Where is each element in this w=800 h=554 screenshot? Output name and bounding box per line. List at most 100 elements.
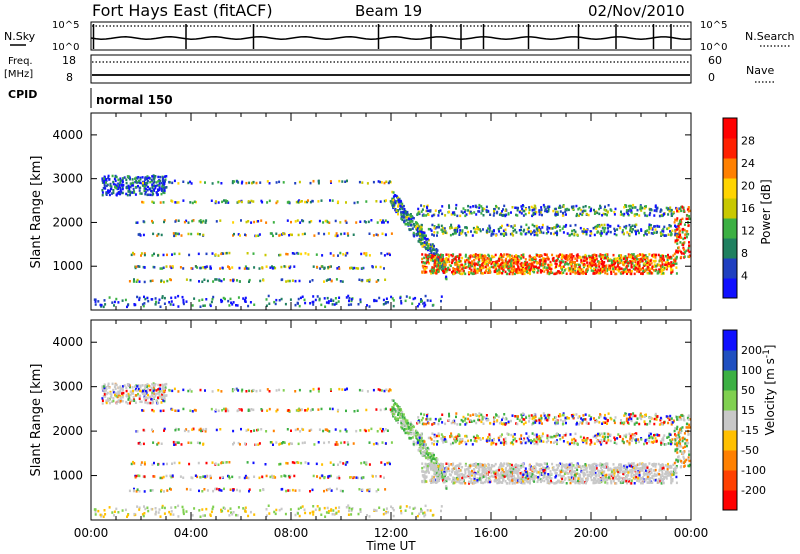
- data-point: [363, 428, 366, 432]
- data-point: [239, 443, 241, 446]
- data-point: [657, 270, 660, 273]
- data-point: [661, 268, 663, 272]
- data-point: [381, 232, 384, 235]
- data-point: [260, 408, 263, 411]
- data-point: [152, 232, 155, 236]
- data-point: [137, 442, 140, 445]
- data-point: [546, 266, 549, 269]
- data-point: [161, 476, 164, 480]
- data-point: [330, 298, 333, 301]
- data-point: [643, 234, 645, 237]
- data-point: [266, 388, 269, 391]
- data-point: [129, 182, 132, 185]
- data-point: [687, 233, 690, 236]
- data-point: [673, 252, 676, 256]
- data-point: [514, 258, 517, 262]
- data-point: [431, 243, 434, 246]
- data-point: [635, 263, 637, 266]
- data-point: [289, 474, 292, 478]
- data-point: [456, 270, 459, 274]
- data-point: [528, 206, 531, 209]
- data-point: [271, 267, 274, 270]
- data-point: [104, 303, 107, 306]
- data-point: [526, 265, 529, 268]
- data-point: [504, 231, 507, 235]
- data-point: [141, 409, 144, 412]
- data-point: [130, 392, 133, 395]
- data-point: [470, 268, 473, 272]
- data-point: [638, 261, 641, 265]
- data-point: [653, 214, 656, 217]
- data-point: [679, 207, 682, 211]
- data-point: [456, 230, 459, 233]
- data-point: [567, 269, 570, 272]
- data-point: [533, 204, 536, 207]
- data-point: [493, 269, 496, 273]
- data-point: [387, 301, 389, 304]
- data-point: [156, 234, 159, 237]
- data-point: [649, 259, 652, 262]
- data-point: [200, 429, 203, 433]
- data-point: [461, 267, 464, 270]
- data-point: [662, 257, 665, 260]
- data-point: [382, 512, 385, 516]
- data-point: [329, 388, 332, 391]
- data-point: [112, 399, 115, 403]
- data-point: [121, 187, 124, 191]
- data-point: [172, 513, 175, 516]
- data-point: [416, 232, 419, 236]
- data-point: [464, 272, 467, 276]
- data-point: [578, 269, 581, 272]
- data-point: [108, 386, 111, 389]
- data-point: [497, 264, 500, 267]
- data-point: [151, 200, 154, 204]
- data-point: [616, 265, 619, 268]
- data-point: [355, 267, 358, 270]
- data-point: [397, 198, 400, 201]
- data-point: [403, 211, 405, 215]
- data-point: [471, 234, 474, 237]
- data-point: [309, 490, 311, 493]
- data-point: [554, 207, 557, 211]
- data-point: [636, 258, 639, 261]
- data-point: [446, 260, 449, 264]
- data-point: [231, 266, 234, 269]
- data-point: [572, 268, 574, 271]
- data-point: [516, 269, 519, 273]
- data-point: [610, 261, 613, 264]
- data-point: [108, 193, 111, 197]
- data-point: [231, 389, 234, 393]
- data-point: [238, 280, 241, 283]
- data-point: [591, 259, 594, 262]
- data-point: [329, 278, 331, 281]
- data-point: [394, 201, 397, 205]
- data-point: [506, 255, 509, 258]
- data-point: [482, 266, 485, 269]
- data-point: [423, 231, 426, 235]
- data-point: [309, 280, 311, 283]
- data-point: [441, 230, 444, 233]
- data-point: [177, 294, 180, 298]
- data-point: [561, 253, 564, 257]
- data-point: [420, 232, 423, 236]
- data-point: [224, 297, 226, 301]
- data-point: [652, 269, 655, 272]
- data-point: [347, 303, 350, 307]
- data-point: [530, 264, 533, 267]
- data-point: [568, 254, 571, 257]
- data-point: [297, 302, 299, 305]
- data-point: [153, 176, 156, 180]
- data-point: [680, 205, 683, 209]
- data-point: [368, 488, 371, 491]
- data-point: [447, 253, 450, 257]
- data-point: [411, 220, 414, 223]
- data-point: [590, 209, 592, 212]
- data-point: [114, 391, 117, 395]
- data-point: [468, 272, 470, 276]
- data-point: [113, 177, 116, 181]
- data-point: [607, 259, 610, 263]
- data-point: [235, 513, 237, 517]
- data-point: [544, 208, 547, 211]
- data-point: [415, 223, 418, 226]
- data-point: [415, 431, 418, 435]
